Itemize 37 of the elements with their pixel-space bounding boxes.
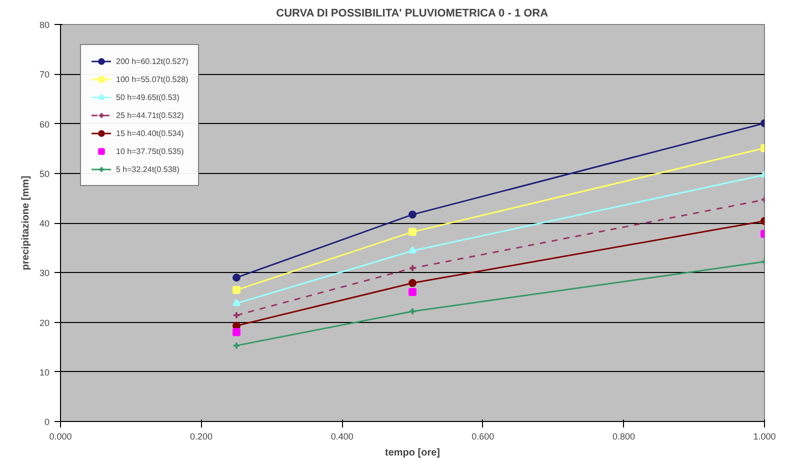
x-tick-label: 0.600 bbox=[472, 432, 494, 442]
point bbox=[232, 328, 240, 336]
y-tick-label: 80 bbox=[39, 20, 50, 30]
point bbox=[408, 279, 416, 288]
y-tick-label: 70 bbox=[39, 70, 50, 80]
x-tick-label: 0.000 bbox=[49, 432, 72, 442]
legend-label: 5 h=32.24t(0.538) bbox=[116, 164, 180, 175]
x-tick-label: 1.000 bbox=[753, 432, 776, 442]
point bbox=[232, 298, 240, 306]
point bbox=[408, 264, 416, 272]
y-tick-label: 50 bbox=[39, 168, 50, 179]
legend-label: 10 h=37.75t(0.535) bbox=[116, 146, 184, 157]
y-tick-label: 20 bbox=[39, 318, 50, 328]
point bbox=[408, 246, 416, 254]
point bbox=[232, 274, 240, 282]
legend-label: 25 h=44.71t(0.532) bbox=[116, 110, 184, 121]
y-axis-title: precipitazione [mm] bbox=[20, 176, 32, 270]
y-tick-label: 30 bbox=[39, 268, 50, 278]
legend-label: 50 h=49.65t(0.53) bbox=[116, 92, 180, 103]
y-tick-label: 60 bbox=[39, 119, 50, 130]
legend-label: 15 h=40.40t(0.534) bbox=[116, 128, 184, 139]
point bbox=[408, 228, 416, 236]
x-tick-label: 0.200 bbox=[190, 432, 213, 442]
x-tick-label: 0.400 bbox=[330, 432, 354, 442]
point bbox=[408, 307, 416, 316]
point bbox=[408, 288, 416, 296]
point bbox=[408, 210, 416, 219]
x-tick-label: 0.800 bbox=[612, 432, 635, 442]
y-tick-label: 40 bbox=[39, 218, 50, 228]
y-tick-label: 10 bbox=[39, 367, 50, 378]
point bbox=[232, 286, 240, 294]
y-tick-label: 0 bbox=[44, 417, 50, 427]
chart-title: CURVA DI POSSIBILITA' PLUVIOMETRICA 0 - 1 ORA bbox=[276, 8, 548, 20]
point bbox=[232, 311, 240, 320]
legend-label: 100 h=55.07t(0.528) bbox=[116, 74, 188, 85]
x-axis-title: tempo [ore] bbox=[385, 448, 440, 458]
legend-label: 200 h=60.12t(0.527) bbox=[116, 56, 188, 67]
